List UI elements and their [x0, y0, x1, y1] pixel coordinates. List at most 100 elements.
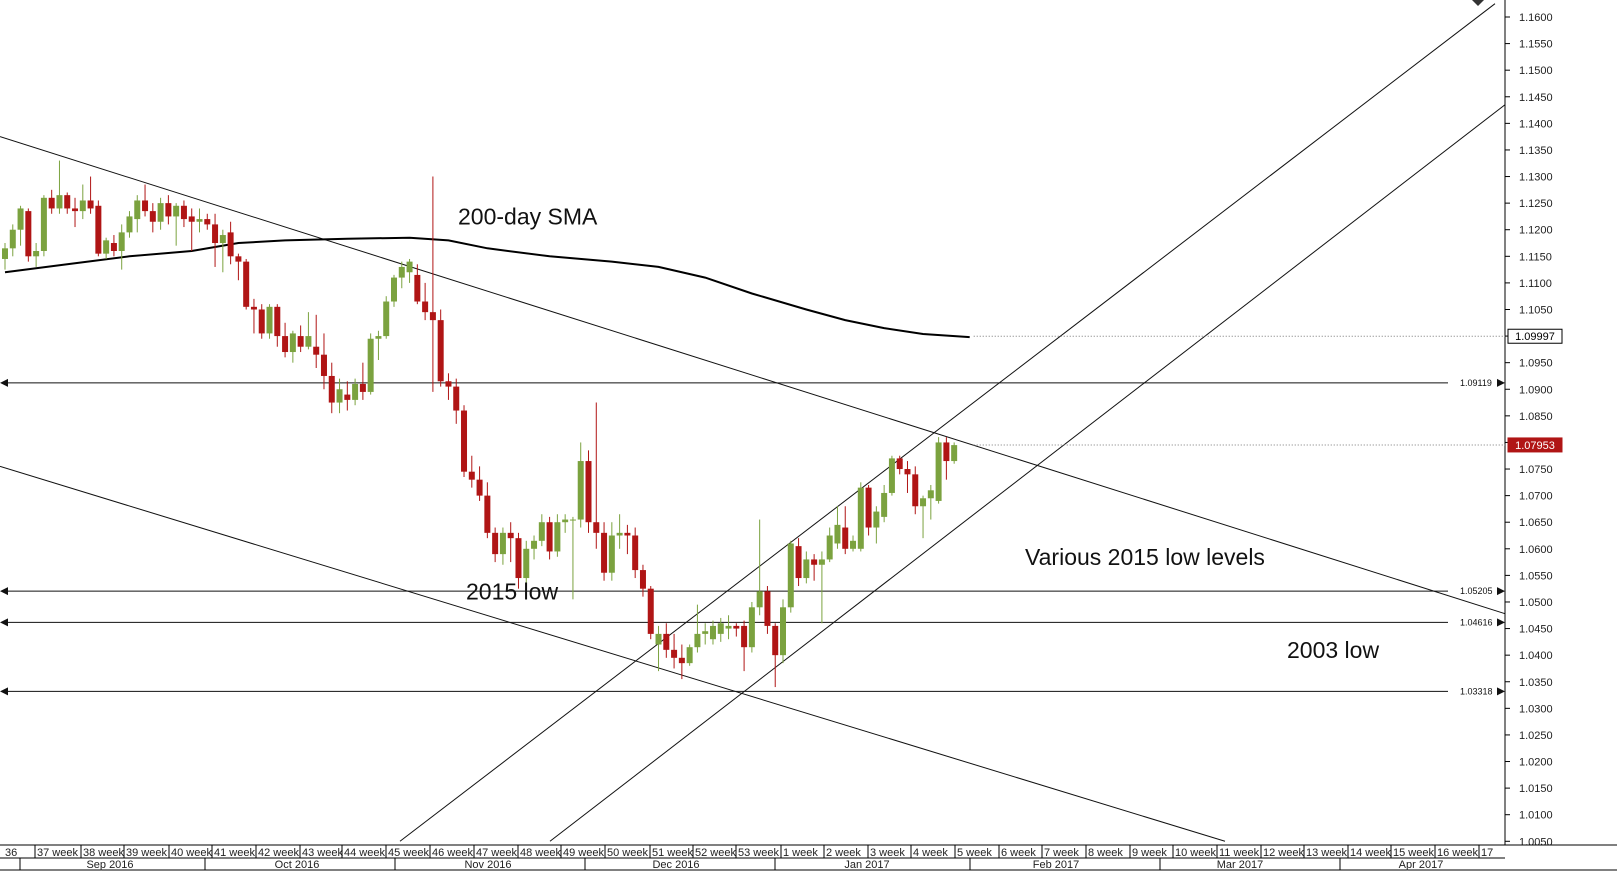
candle-body-88 — [686, 647, 693, 664]
candle-body-106 — [826, 535, 833, 560]
y-tick-label-10: 1.1100 — [1519, 278, 1552, 290]
candle-body-103 — [803, 559, 810, 579]
x-week-label-21: 4 week — [913, 847, 948, 859]
candle-body-34 — [266, 306, 273, 334]
x-week-label-5: 41 week — [214, 847, 255, 859]
y-tick-label-9: 1.1150 — [1519, 251, 1552, 263]
y-tick-label-1: 1.1550 — [1519, 39, 1553, 51]
candle-body-52 — [406, 261, 413, 273]
candle-body-70 — [546, 522, 553, 552]
candle-body-9 — [72, 208, 79, 212]
candle-body-37 — [289, 333, 296, 353]
y-tick-label-4: 1.1400 — [1519, 118, 1553, 130]
candle-body-14 — [110, 243, 117, 251]
candle-body-83 — [647, 588, 654, 634]
x-week-label-30: 13 week — [1306, 847, 1347, 859]
candle-body-84 — [655, 633, 662, 645]
candle-body-110 — [857, 487, 864, 549]
candle-body-98 — [764, 591, 771, 626]
candle-body-64 — [499, 532, 506, 555]
level-label-1: 1.05205 — [1460, 586, 1493, 596]
candle-body-27 — [212, 224, 219, 244]
level-label-0: 1.09119 — [1460, 378, 1492, 388]
level-arrow-left-2 — [0, 618, 8, 627]
y-tick-label-27: 1.0250 — [1519, 730, 1553, 742]
price-markers: 1.09997 1.07953 — [973, 328, 1563, 453]
candle-body-100 — [780, 607, 786, 656]
price-badge-text-0: 1.09997 — [1515, 331, 1555, 343]
candle-body-81 — [632, 535, 639, 571]
y-axis: 1.1600 1.1550 1.1500 1.1450 1.1400 1.1350 1.13… — [1472, 0, 1553, 848]
x-axis: 36 37 week 38 week 39 week 40 week 41 week 42 … — [0, 844, 1617, 871]
candle-body-18 — [142, 200, 149, 212]
candle-body-87 — [678, 657, 685, 664]
candle-body-86 — [671, 649, 678, 658]
level-arrow-right-1 — [1497, 587, 1505, 596]
x-week-label-13: 49 week — [563, 847, 604, 859]
x-week-label-23: 6 week — [1001, 847, 1036, 859]
y-tick-label-17: 1.0750 — [1519, 464, 1553, 476]
candle-body-116 — [904, 469, 911, 475]
candle-body-0 — [2, 248, 8, 259]
y-tick-label-14: 1.0900 — [1519, 384, 1553, 396]
y-tick-label-25: 1.0350 — [1519, 677, 1553, 689]
candle-body-10 — [79, 200, 86, 212]
candle-body-56 — [437, 320, 444, 382]
annotation-1: 2015 low — [466, 578, 558, 604]
x-week-label-3: 39 week — [126, 847, 167, 859]
candle-body-76 — [593, 522, 600, 533]
candle-body-2 — [17, 208, 24, 230]
x-week-label-16: 52 week — [695, 847, 736, 859]
candle-body-57 — [445, 381, 452, 387]
candle-body-96 — [748, 607, 755, 648]
y-tick-label-22: 1.0500 — [1519, 597, 1553, 609]
candle-body-74 — [577, 461, 584, 520]
x-week-label-28: 11 week — [1219, 847, 1260, 859]
candle-body-33 — [258, 309, 265, 334]
scroll-marker-icon — [1472, 0, 1484, 6]
level-label-3: 1.03318 — [1460, 686, 1493, 696]
sma-line-group — [4, 236, 970, 339]
candle-body-36 — [282, 336, 289, 353]
candle-body-53 — [414, 274, 421, 302]
candle-body-79 — [616, 532, 623, 536]
annotations: 200-day SMA 2015 low Various 2015 low leve… — [458, 203, 1379, 662]
y-tick-label-13: 1.0950 — [1519, 358, 1553, 370]
candle-body-12 — [95, 205, 102, 254]
y-tick-label-2: 1.1500 — [1519, 65, 1553, 77]
y-tick-label-15: 1.0850 — [1519, 411, 1553, 423]
x-month-label-2: Nov 2016 — [464, 859, 511, 871]
candle-body-38 — [297, 336, 304, 347]
x-month-label-5: Feb 2017 — [1033, 859, 1079, 871]
level-arrow-left-3 — [0, 687, 8, 696]
x-week-label-0: 36 — [5, 847, 17, 859]
x-week-label-34: 17 — [1481, 847, 1493, 859]
candle-body-54 — [422, 301, 429, 313]
y-tick-label-11: 1.1050 — [1519, 304, 1553, 316]
candle-body-80 — [624, 532, 631, 536]
candle-body-30 — [235, 256, 242, 262]
candle-body-119 — [927, 490, 934, 499]
x-month-label-7: Apr 2017 — [1399, 859, 1444, 871]
x-month-label-4: Jan 2017 — [844, 859, 889, 871]
candle-body-44 — [344, 394, 351, 400]
candle-body-66 — [515, 538, 522, 579]
candle-body-68 — [531, 540, 538, 549]
trendline-0 — [0, 136, 1506, 615]
candle-body-47 — [367, 338, 374, 392]
candle-body-11 — [87, 200, 94, 209]
candle-body-32 — [250, 306, 257, 310]
candle-body-45 — [352, 383, 359, 400]
candles — [2, 160, 958, 688]
candle-body-24 — [188, 216, 195, 222]
trendline-3 — [549, 104, 1506, 842]
candle-body-8 — [64, 195, 71, 209]
candle-body-92 — [717, 623, 724, 634]
candle-body-104 — [811, 559, 818, 565]
x-week-label-17: 53 week — [738, 847, 779, 859]
x-week-label-26: 9 week — [1132, 847, 1167, 859]
candle-body-105 — [818, 559, 825, 565]
sma-line — [4, 236, 970, 339]
